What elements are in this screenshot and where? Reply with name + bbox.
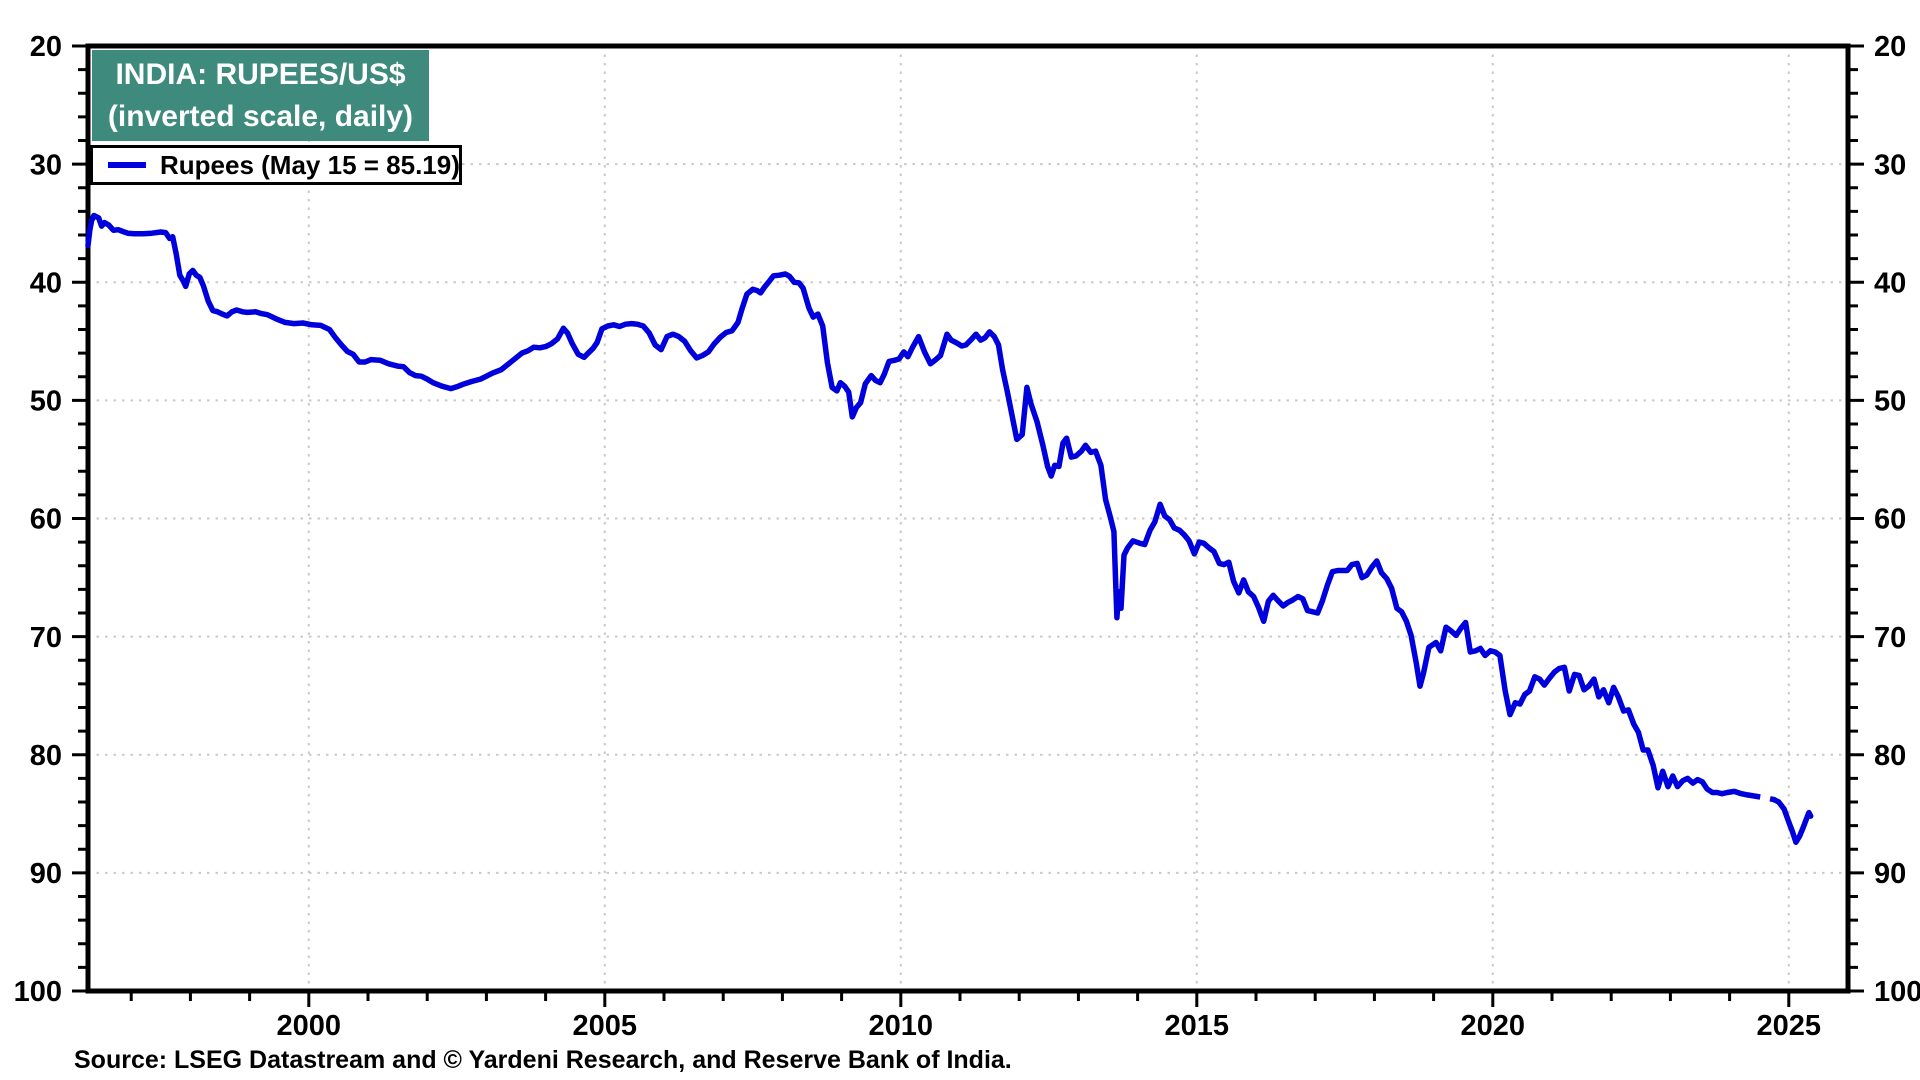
x-axis-label-2015: 2015 [1165,1010,1230,1042]
rupees-line-segment-1 [1746,792,1775,803]
rupees-line-segment-2 [1771,796,1814,845]
y-axis-label-right-40: 40 [1874,267,1906,299]
y-axis-label-right-30: 30 [1874,149,1906,181]
chart-title-line1: INDIA: RUPEES/US$ [115,57,406,91]
legend: Rupees (May 15 = 85.19) [90,145,462,185]
y-axis-label-left-90: 90 [30,858,62,890]
y-axis-label-left-100: 100 [14,976,62,1008]
y-axis-label-left-50: 50 [30,386,62,418]
y-axis-label-left-20: 20 [30,31,62,63]
y-axis-label-right-70: 70 [1874,622,1906,654]
y-axis-label-right-50: 50 [1874,386,1906,418]
x-axis-label-2025: 2025 [1757,1010,1822,1042]
y-axis-label-right-80: 80 [1874,740,1906,772]
y-axis-label-left-70: 70 [30,622,62,654]
legend-label: Rupees (May 15 = 85.19) [160,149,460,180]
rupees-line-segment-0 [85,212,1751,798]
legend-line-swatch [108,162,146,168]
source-attribution: Source: LSEG Datastream and © Yardeni Re… [74,1046,1012,1074]
x-axis-label-2020: 2020 [1461,1010,1526,1042]
y-axis-label-right-20: 20 [1874,31,1906,63]
x-axis-label-2000: 2000 [277,1010,342,1042]
x-axis-label-2010: 2010 [869,1010,934,1042]
y-axis-label-right-90: 90 [1874,858,1906,890]
x-axis-label-2005: 2005 [573,1010,638,1042]
y-axis-label-left-40: 40 [30,267,62,299]
y-axis-label-left-80: 80 [30,740,62,772]
y-axis-label-right-60: 60 [1874,504,1906,536]
chart-title-line2: (inverted scale, daily) [107,99,414,133]
y-axis-label-right-100: 100 [1874,976,1920,1008]
y-axis-label-left-60: 60 [30,504,62,536]
chart-title-box: INDIA: RUPEES/US$ (inverted scale, daily… [92,50,429,141]
y-axis-label-left-30: 30 [30,149,62,181]
